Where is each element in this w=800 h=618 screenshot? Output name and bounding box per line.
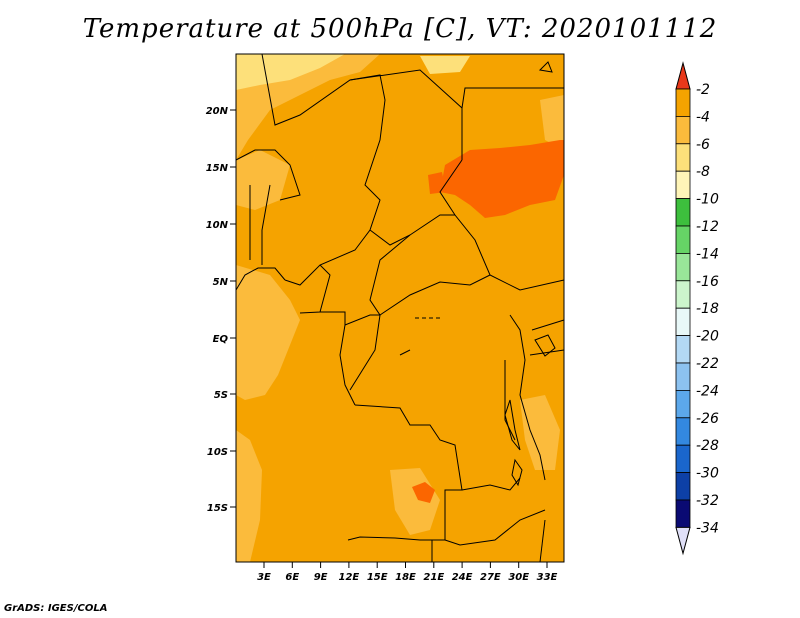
warm-temperature-region xyxy=(428,172,446,194)
warm-temperature-region xyxy=(412,482,435,503)
map-title: Temperature at 500hPa [C], VT: 202010111… xyxy=(82,14,718,44)
colorbar-top-arrow xyxy=(675,61,691,90)
lat-tick-label: 20N xyxy=(206,106,229,117)
colorbar-label: -30 xyxy=(696,466,719,482)
latitude-axis: 20N 15N 10N 5N EQ 5S 10S 15S xyxy=(206,106,236,514)
colorbar-label: -22 xyxy=(696,356,719,372)
colorbar-label: -28 xyxy=(696,438,719,454)
lon-tick-label: 30E xyxy=(508,572,529,583)
colorbar-label: -18 xyxy=(696,301,719,317)
colorbar-swatch xyxy=(675,335,691,364)
lon-tick-label: 12E xyxy=(339,572,360,583)
colorbar-bottom-arrow xyxy=(675,526,691,556)
pale-temperature-region xyxy=(420,56,470,74)
colorbar-label: -26 xyxy=(696,411,719,427)
colorbar-label: -20 xyxy=(696,329,719,345)
colorbar-label: -10 xyxy=(696,192,719,208)
light-temperature-region xyxy=(520,395,560,470)
colorbar-swatch xyxy=(675,198,691,227)
colorbar-swatch xyxy=(675,417,691,446)
colorbar-swatch xyxy=(675,499,691,528)
colorbar-swatch xyxy=(675,88,691,117)
country-borders xyxy=(235,53,565,563)
light-temperature-region xyxy=(236,430,262,562)
light-temperature-region xyxy=(236,265,300,400)
colorbar-label: -24 xyxy=(696,383,719,399)
lon-tick-label: 21E xyxy=(423,572,444,583)
lat-tick-label: 5N xyxy=(213,277,229,288)
lon-tick-label: 3E xyxy=(257,572,271,583)
colorbar-swatch xyxy=(675,116,691,145)
colorbar-swatch xyxy=(675,362,691,391)
colorbar-label: -14 xyxy=(696,246,719,262)
colorbar-swatch xyxy=(675,472,691,501)
colorbar-swatch xyxy=(675,170,691,199)
colorbar-label: -2 xyxy=(696,82,710,98)
colorbar-label: -34 xyxy=(696,520,719,536)
lon-tick-label: 24E xyxy=(452,572,473,583)
lat-tick-label: 15N xyxy=(206,163,229,174)
colorbar-label: -4 xyxy=(696,109,710,125)
colorbar-swatch xyxy=(675,225,691,254)
lon-tick-label: 15E xyxy=(367,572,388,583)
colorbar: -2 -4 -6 -8 -10 -12 -14 -16 -18 -20 -22 -24 -26 -28 -3… xyxy=(675,61,719,556)
colorbar-label: -6 xyxy=(696,137,710,153)
lat-tick-label: EQ xyxy=(213,334,229,345)
colorbar-label: -12 xyxy=(696,219,719,235)
colorbar-swatch xyxy=(675,280,691,309)
colorbar-label: -32 xyxy=(696,493,719,509)
lon-tick-label: 18E xyxy=(395,572,416,583)
colorbar-swatch xyxy=(675,444,691,474)
light-temperature-region xyxy=(540,95,564,150)
lon-tick-label: 27E xyxy=(480,572,501,583)
lon-tick-label: 9E xyxy=(314,572,328,583)
warm-temperature-region xyxy=(440,140,564,218)
map-panel xyxy=(235,53,565,563)
lat-tick-label: 5S xyxy=(214,390,228,401)
longitude-axis: 3E 6E 9E 12E 15E 18E 21E 24E 27E 30E 33E xyxy=(257,562,558,583)
lat-tick-label: 10N xyxy=(206,220,229,231)
lat-tick-label: 10S xyxy=(207,447,228,458)
colorbar-swatch xyxy=(675,307,691,337)
lon-tick-label: 6E xyxy=(285,572,299,583)
map-frame xyxy=(235,53,565,563)
colorbar-label: -8 xyxy=(696,164,710,180)
lon-tick-label: 33E xyxy=(537,572,558,583)
grads-credit: GrADS: IGES/COLA xyxy=(4,603,108,614)
colorbar-swatch xyxy=(675,143,691,172)
colorbar-swatch xyxy=(675,389,691,419)
lat-tick-label: 15S xyxy=(207,503,228,514)
colorbar-swatch xyxy=(675,252,691,282)
colorbar-label: -16 xyxy=(696,274,719,290)
